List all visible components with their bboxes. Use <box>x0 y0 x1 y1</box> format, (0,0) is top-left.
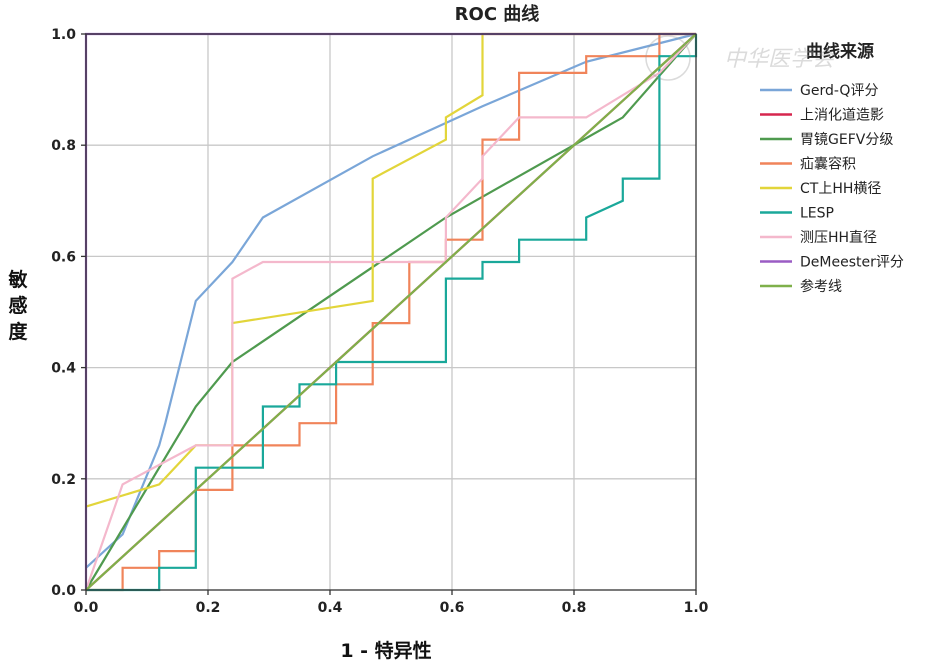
series-line-5 <box>85 32 696 508</box>
y-tick-label-1: 0.2 <box>51 472 76 488</box>
watermark-text: 中华医学会 <box>724 47 836 72</box>
y-axis-label: 敏感度 <box>7 268 28 343</box>
legend-label-4: 疝囊容积 <box>800 156 856 173</box>
axes <box>81 33 697 595</box>
legend-label-9: 参考线 <box>800 278 842 295</box>
legend-label-5: CT上HH横径 <box>800 181 881 197</box>
series-line-3 <box>85 33 697 591</box>
legend-label-1: Gerd-Q评分 <box>800 83 878 99</box>
chart-title: ROC 曲线 <box>455 3 540 25</box>
series-line-9 <box>85 33 697 591</box>
series-line-7 <box>84 33 697 591</box>
x-tick-label-1: 0.2 <box>196 600 221 616</box>
y-tick-label-2: 0.4 <box>51 361 76 377</box>
x-tick-label-5: 1.0 <box>684 600 709 616</box>
y-tick-label-4: 0.8 <box>51 138 76 154</box>
tick-labels: 0.0 0.2 0.4 0.6 0.8 1.0 0.0 0.2 0.4 0.6 0.8 1.0 <box>51 27 708 616</box>
series-line-1 <box>85 32 697 569</box>
legend-label-2: 上消化道造影 <box>800 108 884 124</box>
grid <box>86 34 696 590</box>
series-line-6 <box>86 34 698 592</box>
y-tick-label-0: 0.0 <box>51 583 76 599</box>
x-tick-label-4: 0.8 <box>562 600 587 616</box>
x-tick-label-2: 0.4 <box>318 600 343 616</box>
x-axis-label: 1 - 特异性 <box>340 639 431 662</box>
x-tick-label-3: 0.6 <box>440 600 465 616</box>
y-tick-label-3: 0.6 <box>51 249 76 265</box>
legend-label-7: 测压HH直径 <box>800 229 877 246</box>
legend-label-3: 胃镜GEFV分级 <box>800 132 893 148</box>
legend-label-6: LESP <box>800 206 834 222</box>
plot-frame <box>85 33 697 591</box>
series-line-4 <box>86 32 696 592</box>
watermark: 中华医学会 <box>645 35 836 81</box>
legend-title: 曲线来源 <box>806 41 874 62</box>
series-lines <box>84 32 698 592</box>
x-tick-label-0: 0.0 <box>74 600 99 616</box>
watermark-seal-icon <box>645 35 691 81</box>
y-tick-label-5: 1.0 <box>51 27 76 43</box>
legend-label-8: DeMeester评分 <box>800 255 904 271</box>
